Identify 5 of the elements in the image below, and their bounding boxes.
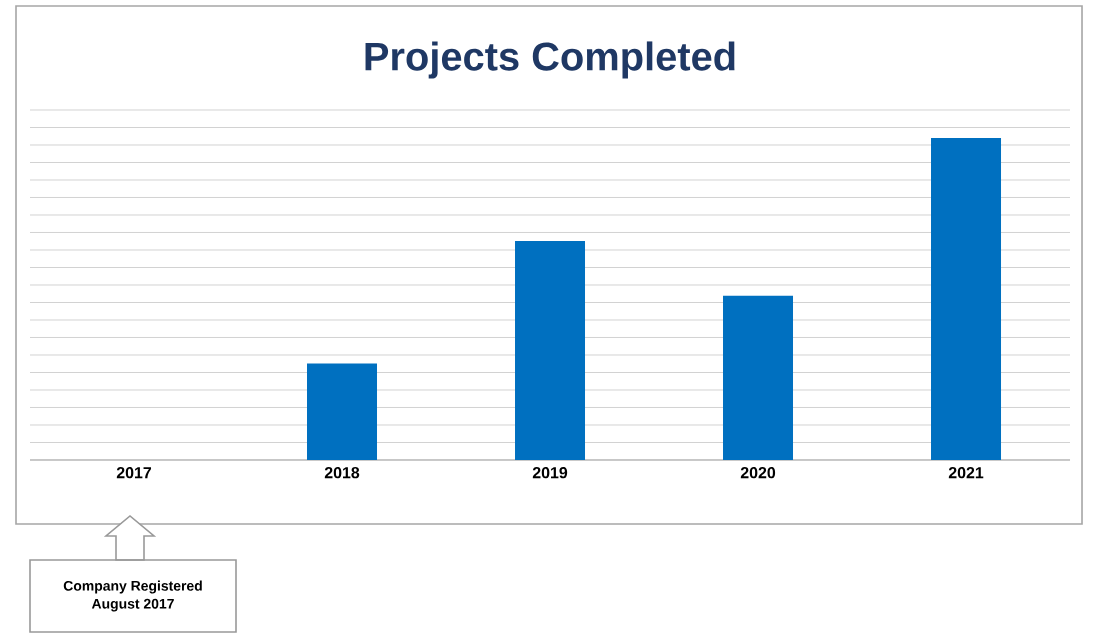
bar (307, 363, 378, 460)
chart-title: Projects Completed (365, 41, 735, 79)
bar (931, 138, 1002, 460)
bar (515, 241, 586, 460)
bar (723, 295, 794, 460)
